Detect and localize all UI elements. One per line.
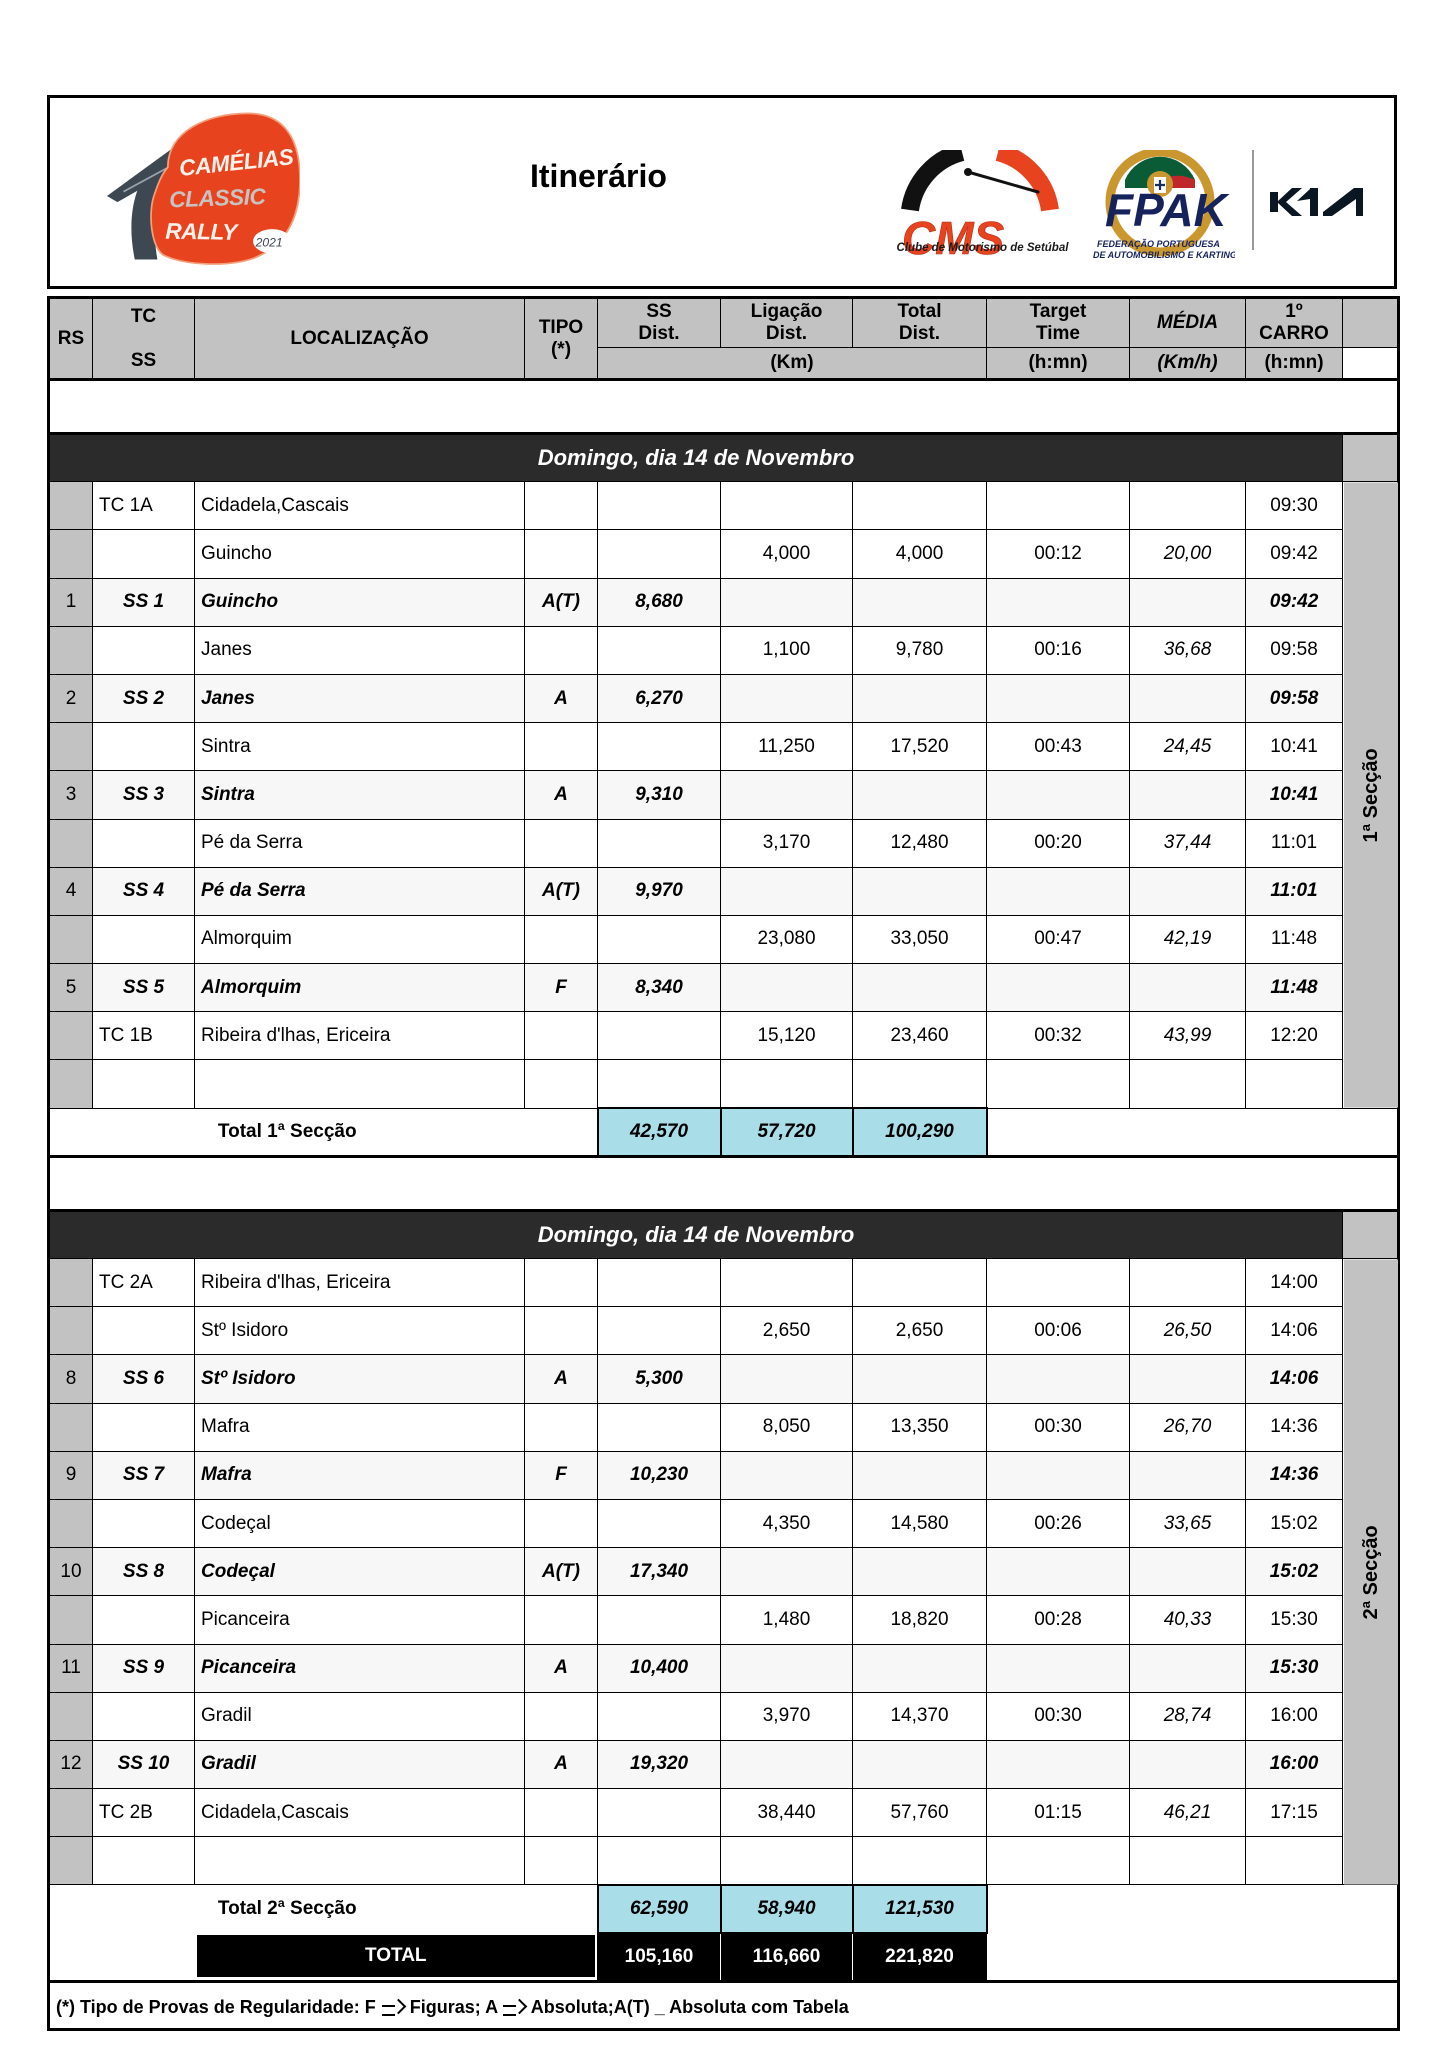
svg-text:CLASSIC: CLASSIC: [169, 184, 267, 212]
svg-text:FEDERAÇÃO PORTUGUESA: FEDERAÇÃO PORTUGUESA: [1097, 239, 1220, 249]
svg-text:RALLY: RALLY: [165, 219, 239, 245]
svg-text:FPAK: FPAK: [1105, 184, 1230, 236]
svg-text:CMS: CMS: [902, 212, 1005, 264]
svg-text:2021: 2021: [255, 235, 283, 249]
svg-text:DE AUTOMOBILISMO E KARTING: DE AUTOMOBILISMO E KARTING: [1093, 250, 1235, 260]
